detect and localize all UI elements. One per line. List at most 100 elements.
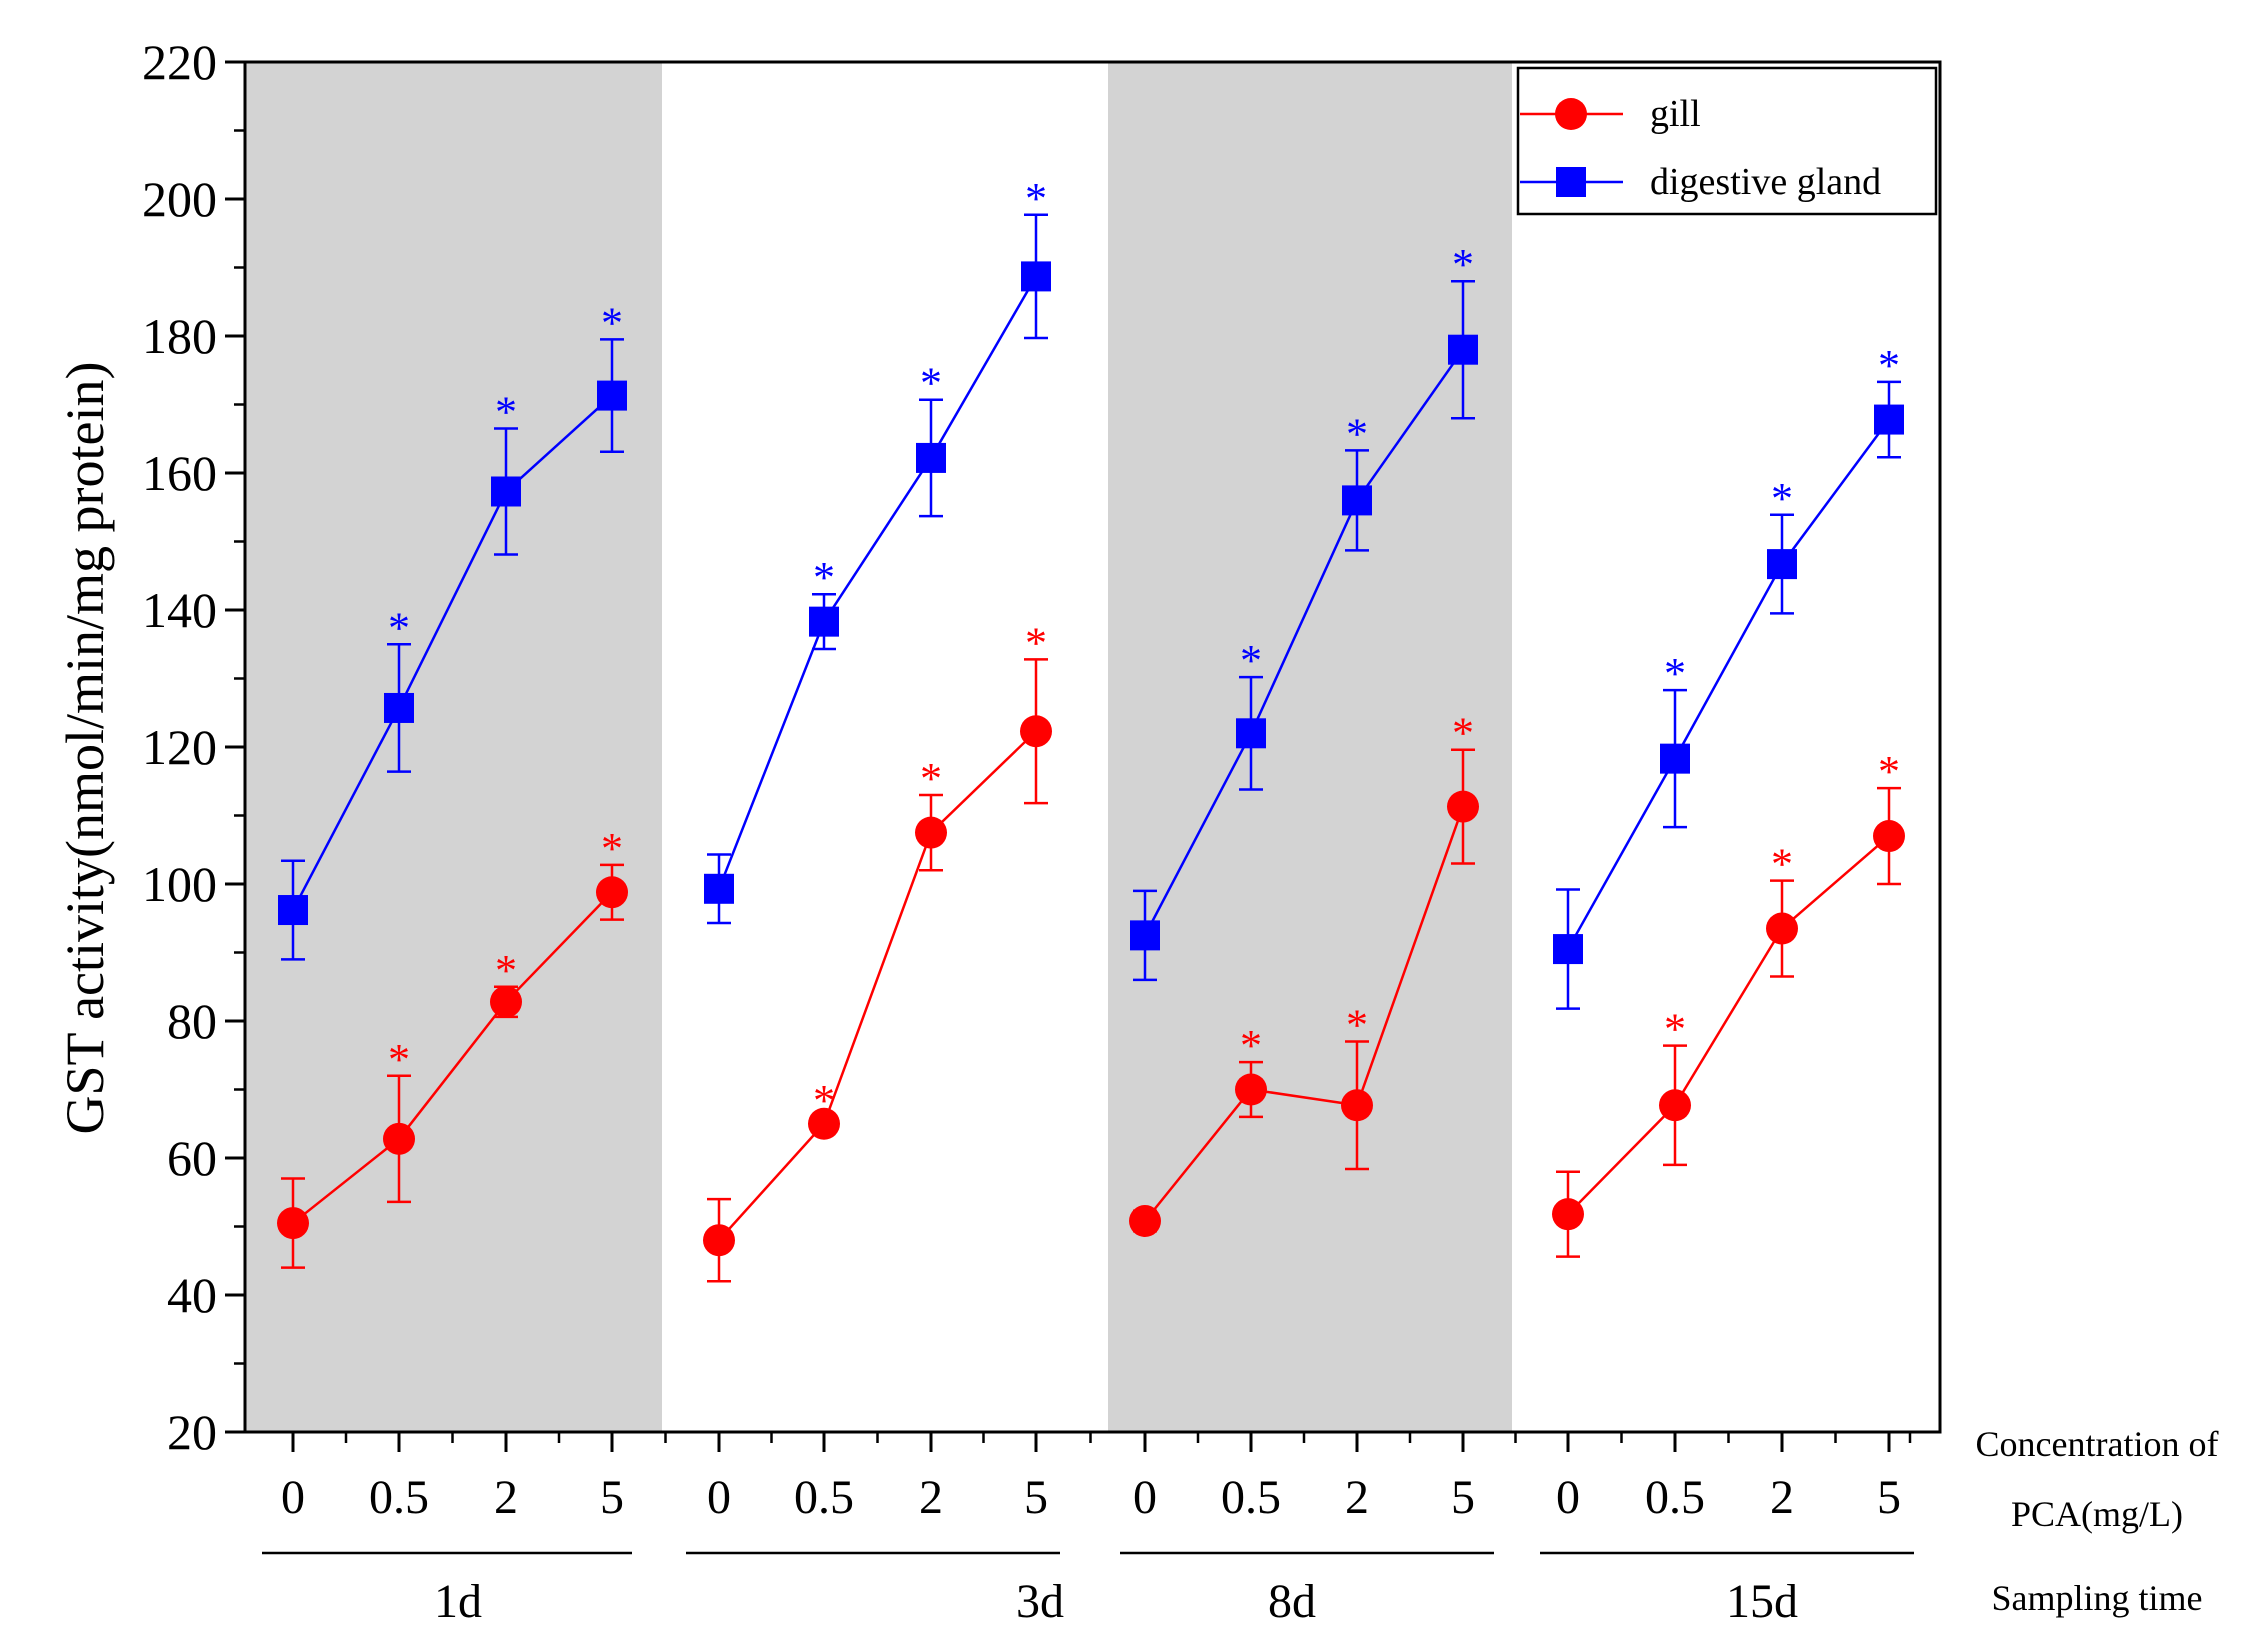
y-tick-label: 140	[142, 582, 217, 638]
x-tick-label: 2	[919, 1471, 943, 1524]
group-label-15d: 15d	[1726, 1575, 1798, 1628]
significance-marker-gill: *	[601, 824, 623, 873]
data-point-digestive-gland	[1767, 549, 1797, 580]
series-layer: * * * * * * * * * * * * * * * * * * * * * * * *	[277, 174, 1905, 1283]
x-tick-label: 0	[1133, 1471, 1157, 1524]
y-tick-label: 220	[142, 34, 217, 90]
significance-marker-digestive-gland: *	[1771, 474, 1793, 523]
series-line-gill	[292, 891, 613, 1225]
x-tick-label: 0.5	[369, 1471, 429, 1524]
data-point-gill	[1873, 820, 1905, 853]
y-tick-label: 180	[142, 308, 217, 364]
data-point-gill	[1659, 1089, 1691, 1122]
significance-marker-gill: *	[1452, 709, 1474, 758]
data-point-gill	[1341, 1089, 1373, 1122]
series-line-digestive-gland	[717, 275, 1038, 890]
significance-marker-gill: *	[1771, 840, 1793, 889]
data-point-digestive-gland	[809, 606, 839, 637]
significance-marker-gill: *	[1664, 1005, 1686, 1054]
legend-marker-digestive-gland	[1556, 167, 1586, 197]
data-point-digestive-gland	[1236, 718, 1266, 749]
data-point-gill	[490, 985, 522, 1018]
data-point-gill	[915, 816, 947, 849]
y-tick-label: 160	[142, 445, 217, 501]
significance-marker-digestive-gland: *	[813, 553, 835, 602]
x-tick-label: 5	[1877, 1471, 1901, 1524]
x-tick-label: 5	[1451, 1471, 1475, 1524]
x-tick-label: 0	[1556, 1471, 1580, 1524]
y-tick-label: 60	[167, 1130, 217, 1186]
significance-marker-digestive-gland: *	[1664, 649, 1686, 698]
y-tick-label: 40	[167, 1267, 217, 1323]
series-line-digestive-gland	[291, 394, 613, 911]
data-point-digestive-gland	[1342, 485, 1372, 516]
data-point-digestive-gland	[1130, 920, 1160, 951]
significance-marker-digestive-gland: *	[388, 603, 410, 652]
y-axis-label: GST activity(nmol/min/mg protein)	[55, 362, 115, 1135]
sampling-time-bands	[245, 62, 1512, 1432]
y-tick-label: 80	[167, 993, 217, 1049]
band-8d	[1108, 62, 1512, 1432]
data-point-digestive-gland	[384, 692, 414, 723]
data-point-gill	[1235, 1073, 1267, 1106]
data-point-digestive-gland	[1021, 261, 1051, 292]
data-point-gill	[1129, 1205, 1161, 1238]
legend: gill digestive gland	[1516, 66, 1938, 216]
series-line-gill	[718, 730, 1037, 1242]
legend-label-gill: gill	[1650, 93, 1701, 135]
data-point-gill	[383, 1122, 415, 1155]
series-line-gill	[1144, 806, 1465, 1222]
x-tick-label: 5	[1024, 1471, 1048, 1524]
x-caption-concentration: Concentration of	[1976, 1424, 2219, 1464]
x-tick-label: 0.5	[1221, 1471, 1281, 1524]
data-point-digestive-gland	[597, 380, 627, 411]
significance-marker-digestive-gland: *	[1878, 341, 1900, 390]
data-point-digestive-gland	[1448, 334, 1478, 365]
y-tick-label: 200	[142, 171, 217, 227]
data-point-gill	[1020, 715, 1052, 748]
data-point-gill	[1552, 1198, 1584, 1231]
legend-label-digestive-gland: digestive gland	[1650, 161, 1881, 203]
legend-marker-gill	[1555, 98, 1587, 130]
significance-marker-digestive-gland: *	[495, 387, 517, 436]
x-caption-pca-units: PCA(mg/L)	[2011, 1494, 2183, 1534]
data-point-digestive-gland	[1874, 404, 1904, 435]
group-label-3d: 3d	[1016, 1575, 1064, 1628]
x-tick-label: 5	[600, 1471, 624, 1524]
group-caption-sampling-time: Sampling time	[1992, 1578, 2203, 1618]
significance-marker-gill: *	[813, 1076, 835, 1125]
significance-marker-digestive-gland: *	[1240, 636, 1262, 685]
y-tick-label: 100	[142, 856, 217, 912]
data-point-digestive-gland	[1660, 743, 1690, 774]
series-line-digestive-gland	[1566, 418, 1891, 950]
significance-marker-gill: *	[1878, 747, 1900, 796]
series-line-gill	[1567, 835, 1890, 1216]
x-tick-label: 0	[707, 1471, 731, 1524]
significance-marker-gill: *	[495, 946, 517, 995]
group-label-1d: 1d	[434, 1575, 482, 1628]
x-tick-label: 2	[1345, 1471, 1369, 1524]
significance-marker-digestive-gland: *	[1452, 240, 1474, 289]
y-tick-label: 120	[142, 719, 217, 775]
data-point-digestive-gland	[1553, 934, 1583, 965]
significance-marker-gill: *	[920, 754, 942, 803]
significance-marker-gill: *	[1240, 1021, 1262, 1070]
data-point-gill	[1447, 790, 1479, 823]
significance-marker-gill: *	[1346, 1001, 1368, 1050]
y-tick-label: 20	[167, 1404, 217, 1460]
data-point-gill	[703, 1224, 735, 1257]
significance-marker-digestive-gland: *	[920, 359, 942, 408]
significance-marker-digestive-gland: *	[1025, 174, 1047, 223]
x-tick-label: 0.5	[794, 1471, 854, 1524]
data-point-digestive-gland	[704, 873, 734, 904]
legend-box	[1516, 66, 1938, 216]
significance-marker-gill: *	[388, 1035, 410, 1084]
x-tick-label: 2	[1770, 1471, 1794, 1524]
data-point-gill	[1766, 912, 1798, 945]
significance-marker-digestive-gland: *	[601, 298, 623, 347]
x-tick-label: 2	[494, 1471, 518, 1524]
significance-marker-digestive-gland: *	[1346, 409, 1368, 458]
data-point-digestive-gland	[916, 442, 946, 473]
